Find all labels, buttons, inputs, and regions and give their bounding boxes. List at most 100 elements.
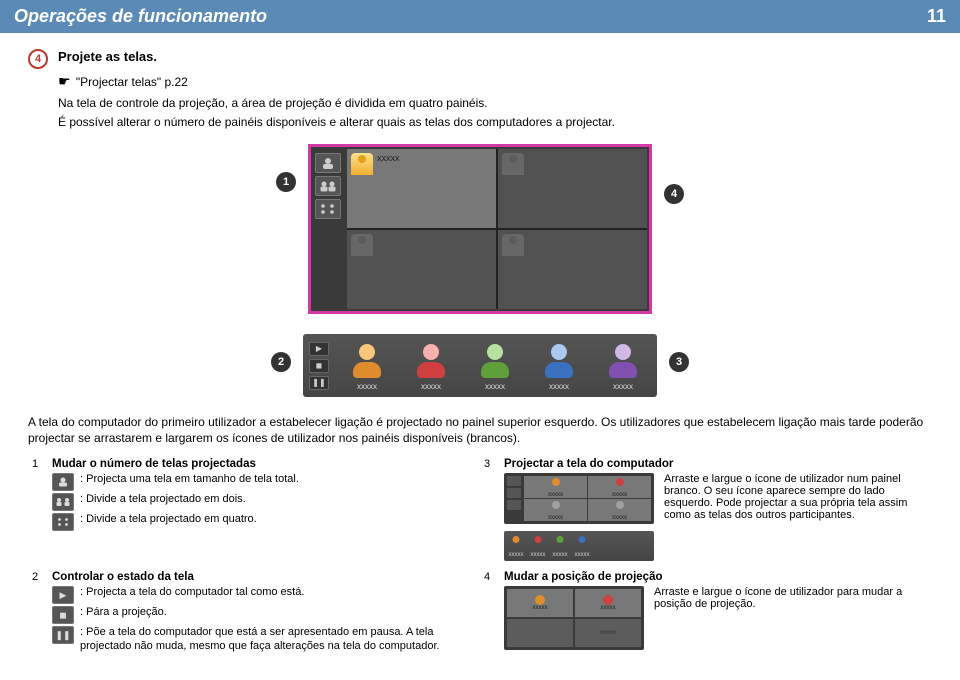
subtitle: Mudar a posição de projeção: [504, 571, 928, 583]
icon-text: : Projecta uma tela em tamanho de tela t…: [80, 473, 299, 487]
icon-line: ▶ : Projecta a tela do computador tal com…: [52, 586, 476, 604]
icon-line: ❚❚ : Põe a tela do computador que está a …: [52, 626, 476, 654]
row-num: 2: [28, 569, 48, 664]
header-bar: Operações de funcionamento 11: [0, 0, 960, 33]
user-icon: [411, 340, 451, 380]
user-icon: [539, 340, 579, 380]
projection-quad: xxxxx: [347, 149, 647, 309]
reference-text: "Projectar telas" p.22: [76, 75, 188, 89]
user-card-3[interactable]: xxxxx: [467, 340, 523, 391]
quad-cell-2[interactable]: [498, 149, 647, 228]
icon-text: : Põe a tela do computador que está a se…: [80, 626, 476, 654]
user-cards: xxxxx xxxxx xxxxx xxxxx xxxxx: [339, 340, 651, 391]
subtitle: Mudar o número de telas projectadas: [52, 458, 476, 470]
thumb-user-icon: [551, 534, 569, 552]
callout-3: 3: [669, 352, 689, 372]
icon-line: ◼ : Pára a projeção.: [52, 606, 476, 624]
thumb-user-icon: [507, 534, 525, 552]
icon-line: : Divide a tela projectado em quatro.: [52, 513, 476, 531]
layout-four-icon[interactable]: [315, 199, 341, 219]
row-2-left: Controlar o estado da tela ▶ : Projecta a…: [48, 569, 480, 664]
user-card-2[interactable]: xxxxx: [403, 340, 459, 391]
icon-text: : Projecta a tela do computador tal como…: [80, 586, 304, 600]
thumb-user-icon: [573, 534, 591, 552]
pause-button[interactable]: ❚❚: [309, 376, 329, 390]
cell-label: xxxxx: [377, 153, 400, 163]
mini-user-icon: [502, 153, 524, 175]
subtitle: Controlar o estado da tela: [52, 571, 476, 583]
paragraph-2: É possível alterar o número de painéis d…: [58, 115, 932, 131]
row-1-left: Mudar o número de telas projectadas : Pr…: [48, 456, 480, 569]
user-strip: ▶ ◼ ❚❚ xxxxx xxxxx xxxxx xxxxx xxxxx: [303, 334, 657, 397]
mini-user-icon: [351, 234, 373, 256]
icon-line: : Divide a tela projectado em dois.: [52, 493, 476, 511]
step-number-badge: 4: [28, 49, 48, 69]
subtitle: Projectar a tela do computador: [504, 458, 928, 470]
diagram-wrap: 1 4 xxxxx: [28, 144, 932, 397]
thumb-cell: xxxxx: [524, 499, 587, 521]
reference-line: ☛ "Projectar telas" p.22: [58, 73, 932, 90]
user-label: xxxxx: [549, 382, 569, 391]
thumb-diagram-3: xxxxx xxxxx xxxxx xxxxx xxxxx xxxxx xxxx…: [504, 473, 654, 561]
callout-1: 1: [276, 172, 296, 192]
control-buttons: ▶ ◼ ❚❚: [309, 342, 329, 390]
callout-4: 4: [664, 184, 684, 204]
thumb-cell: xxxxx: [588, 499, 651, 521]
user-card-5[interactable]: xxxxx: [595, 340, 651, 391]
row-num: 1: [28, 456, 48, 569]
pointer-icon: ☛: [58, 73, 71, 89]
thumb-cell: xxxxx: [524, 476, 587, 498]
callout-2: 2: [271, 352, 291, 372]
page-number: 11: [927, 6, 946, 27]
row-num: 4: [480, 569, 500, 664]
layout-one-icon: [52, 473, 74, 491]
icon-text: : Divide a tela projectado em dois.: [80, 493, 246, 507]
main-diagram: 1 4 xxxxx: [308, 144, 652, 314]
stop-icon: ◼: [52, 606, 74, 624]
row-4-desc: Arraste e largue o ícone de utilizador p…: [654, 586, 928, 610]
user-label: xxxxx: [613, 382, 633, 391]
user-label: xxxxx: [485, 382, 505, 391]
thumb-cell: xxxxx: [575, 619, 641, 647]
mini-user-icon: [351, 153, 373, 175]
layout-one-icon[interactable]: [315, 153, 341, 173]
quad-cell-3[interactable]: [347, 230, 496, 309]
quad-cell-4[interactable]: [498, 230, 647, 309]
row-num: 3: [480, 456, 500, 569]
user-icon: [475, 340, 515, 380]
play-icon: ▶: [52, 586, 74, 604]
user-strip-diagram: 2 3 ▶ ◼ ❚❚ xxxxx xxxxx xxxxx xxxxx xxxxx: [303, 334, 657, 397]
layout-two-icon[interactable]: [315, 176, 341, 196]
step-row: 4 Projete as telas.: [28, 49, 932, 69]
icon-line: : Projecta uma tela em tamanho de tela t…: [52, 473, 476, 491]
description-table: 1 Mudar o número de telas projectadas : …: [28, 456, 932, 664]
content: 4 Projete as telas. ☛ "Projectar telas" …: [0, 33, 960, 680]
play-button[interactable]: ▶: [309, 342, 329, 356]
layout-two-icon: [52, 493, 74, 511]
step-title: Projete as telas.: [58, 49, 157, 64]
user-label: xxxxx: [357, 382, 377, 391]
stop-button[interactable]: ◼: [309, 359, 329, 373]
thumb-cell: xxxxx: [575, 589, 641, 617]
icon-text: : Pára a projeção.: [80, 606, 167, 620]
row-4-right: Mudar a posição de projeção xxxxx xxxxx …: [500, 569, 932, 664]
user-card-4[interactable]: xxxxx: [531, 340, 587, 391]
quad-cell-1[interactable]: xxxxx: [347, 149, 496, 228]
row-3-desc: Arraste e largue o ícone de utilizador n…: [664, 473, 928, 521]
thumb-cell: xxxxx: [588, 476, 651, 498]
user-icon: [603, 340, 643, 380]
user-icon: [347, 340, 387, 380]
pause-icon: ❚❚: [52, 626, 74, 644]
layout-four-icon: [52, 513, 74, 531]
icon-text: : Divide a tela projectado em quatro.: [80, 513, 257, 527]
user-card-1[interactable]: xxxxx: [339, 340, 395, 391]
thumb-cell: xxxxx: [507, 589, 573, 617]
thumb-user-icon: [529, 534, 547, 552]
step-body: ☛ "Projectar telas" p.22 Na tela de cont…: [58, 73, 932, 130]
thumb-cell: [507, 619, 573, 647]
caption: A tela do computador do primeiro utiliza…: [28, 415, 932, 446]
row-3-right: Projectar a tela do computador xxxxx xxx…: [500, 456, 932, 569]
side-icons: [313, 149, 343, 223]
mini-user-icon: [502, 234, 524, 256]
thumb-quad: xxxxx xxxxx xxxxx xxxxx: [504, 473, 654, 524]
